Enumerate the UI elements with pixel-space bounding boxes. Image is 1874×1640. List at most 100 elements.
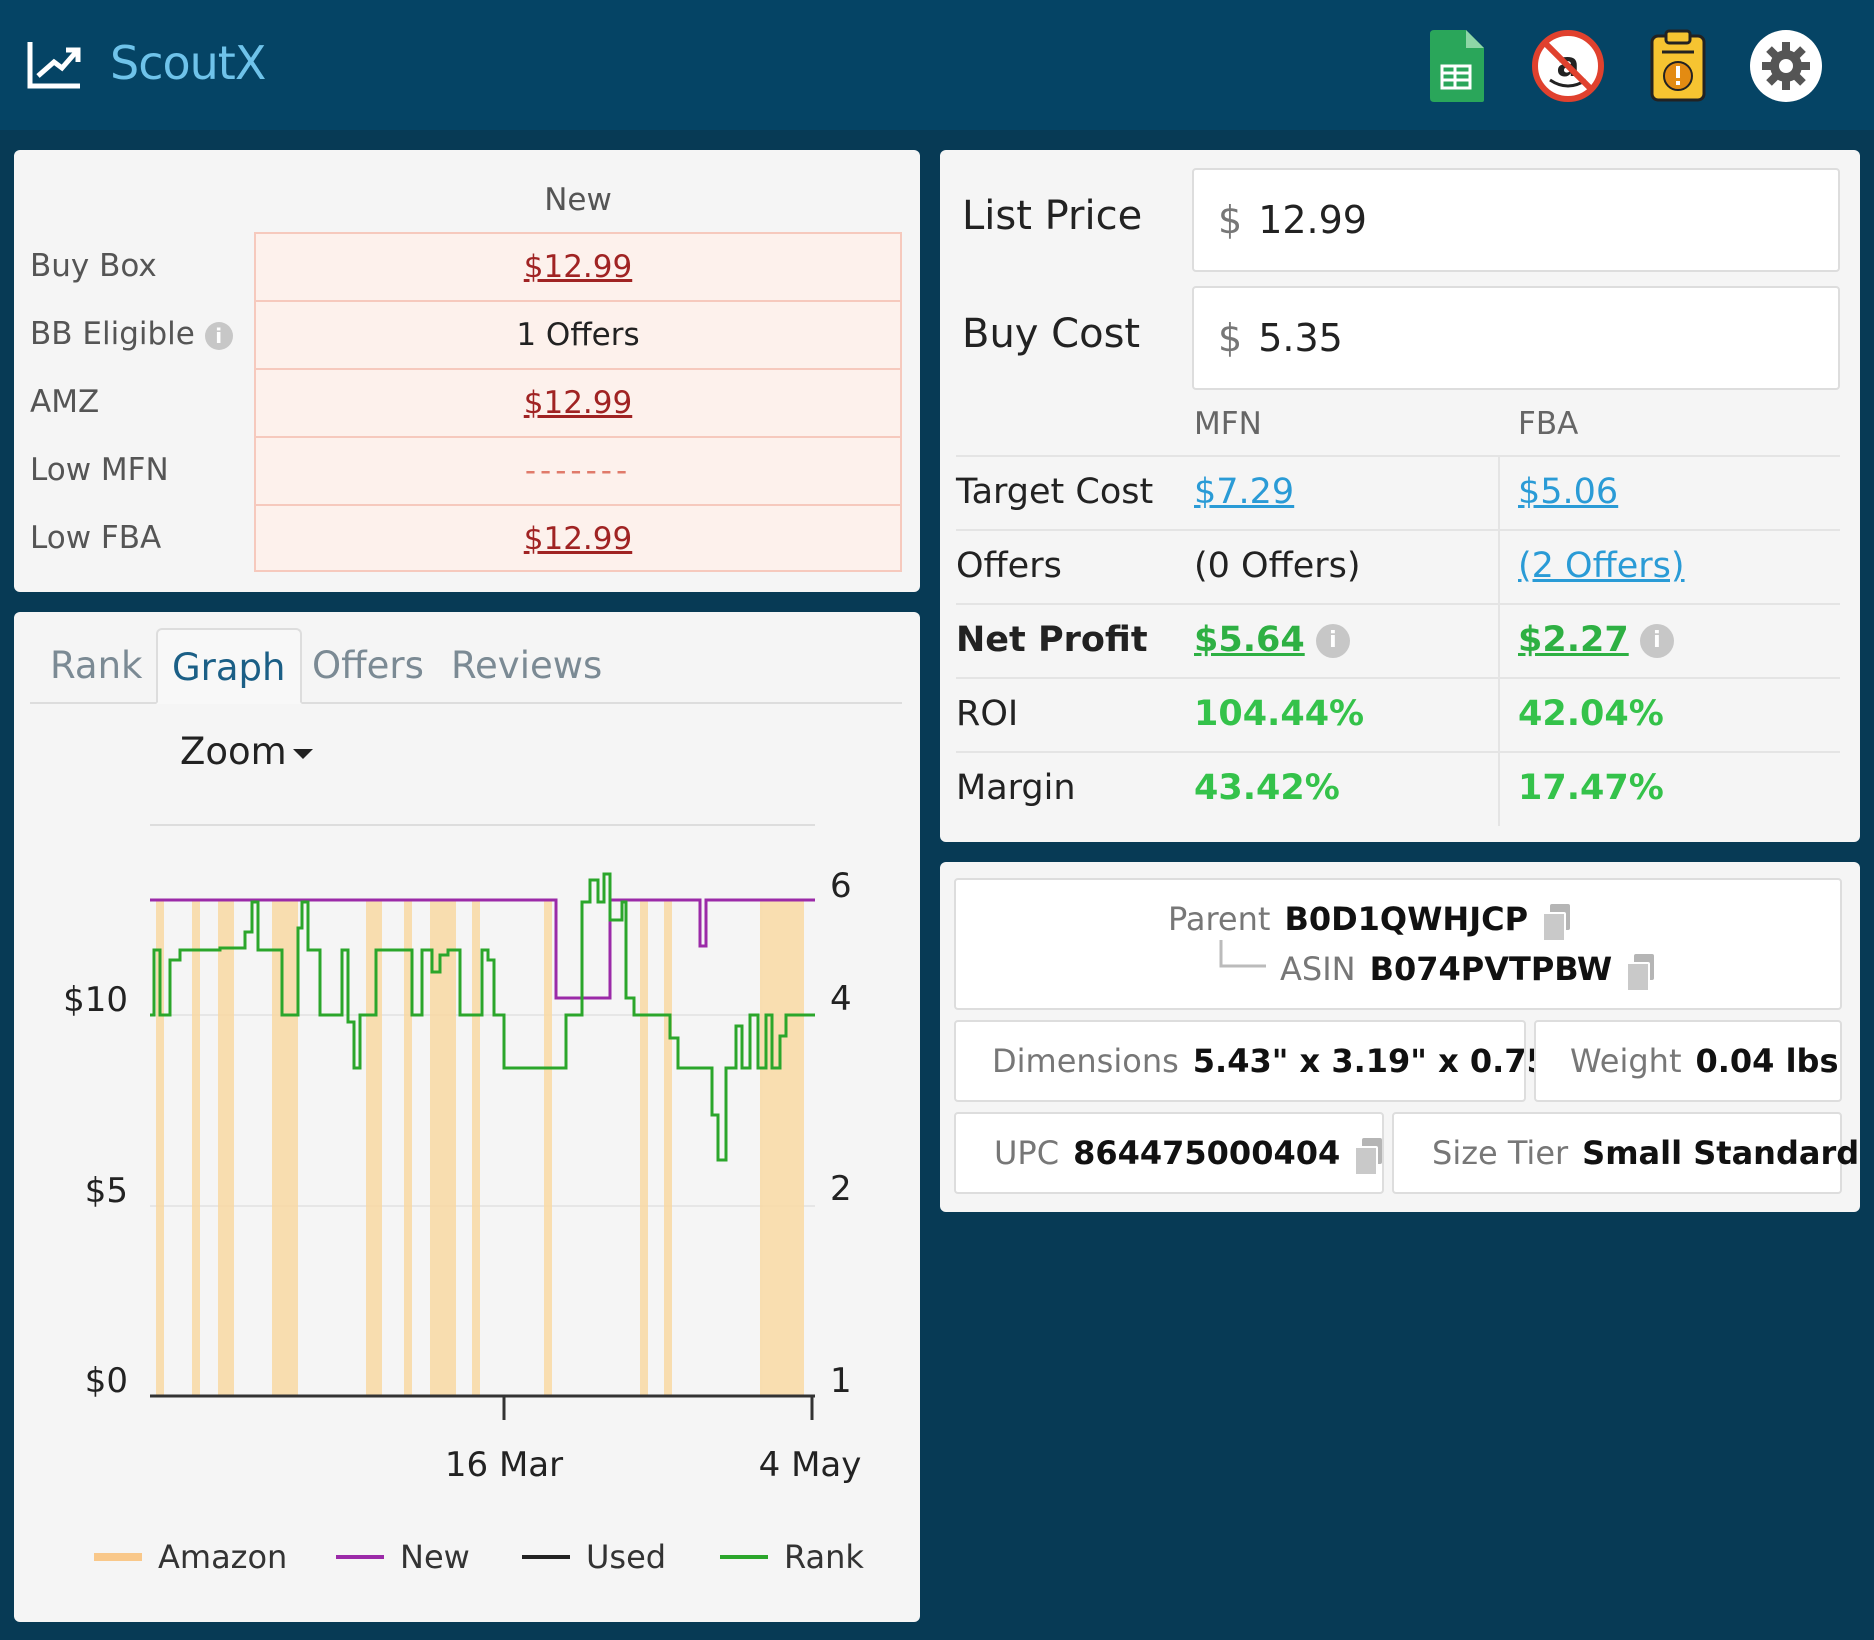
amazon-blocked-icon[interactable]: a — [1530, 28, 1606, 104]
y-right-tick-2: 2 — [830, 1169, 852, 1209]
info-icon[interactable]: i — [204, 321, 233, 350]
x-tick-4-may: 4 May — [759, 1445, 862, 1485]
net-profit-fba-link[interactable]: $2.27 — [1518, 620, 1629, 660]
offers-mfn-value: (0 Offers) — [1194, 546, 1361, 586]
caret-down-icon — [292, 748, 313, 759]
copy-icon[interactable] — [1542, 904, 1572, 942]
margin-label: Margin — [956, 768, 1076, 808]
asin-row: ASIN B074PVTPBW — [1280, 950, 1656, 992]
legend-new[interactable]: New — [336, 1538, 470, 1576]
net-profit-fba: $2.27 i — [1518, 620, 1674, 660]
info-icon[interactable]: i — [1639, 624, 1674, 658]
low-mfn-label: Low MFN — [30, 452, 169, 488]
row-divider — [956, 603, 1840, 605]
tab-offers[interactable]: Offers — [312, 644, 424, 687]
asin-box: Parent B0D1QWHJCP ASIN B074PVTPBW — [954, 878, 1842, 1010]
legend-swatch-rank — [720, 1555, 768, 1559]
row-divider — [956, 751, 1840, 753]
offers-fba-link[interactable]: (2 Offers) — [1518, 546, 1685, 586]
buy-box-price-link[interactable]: $12.99 — [523, 249, 633, 285]
size-tier-box: Size Tier Small Standard — [1392, 1112, 1859, 1194]
legend-rank[interactable]: Rank — [720, 1538, 864, 1576]
tab-reviews[interactable]: Reviews — [451, 644, 603, 687]
legend-swatch-new — [336, 1555, 384, 1559]
y-right-tick-4: 4 — [830, 979, 852, 1019]
net-profit-mfn: $5.64 i — [1194, 620, 1350, 660]
offers-label: Offers — [956, 546, 1062, 586]
low-fba-cell: $12.99 — [254, 504, 902, 572]
buy-cost-input[interactable]: $5.35 — [1192, 286, 1840, 390]
bb-eligible-cell: 1 Offers — [254, 300, 902, 368]
chart-logo-icon — [27, 42, 81, 89]
amz-cell: $12.99 — [254, 368, 902, 436]
row-divider — [956, 677, 1840, 679]
tabs-divider — [30, 702, 902, 704]
upc-box: UPC 864475000404 — [954, 1112, 1384, 1194]
weight-value: 0.04 lbs — [1695, 1042, 1839, 1080]
price-column-header: New — [544, 182, 612, 218]
x-tick-16-mar: 16 Mar — [445, 1445, 563, 1485]
tab-graph[interactable]: Graph — [156, 628, 302, 704]
parent-asin: B0D1QWHJCP — [1284, 900, 1529, 938]
buy-box-cell: $12.99 — [254, 232, 902, 300]
target-cost-fba-link[interactable]: $5.06 — [1518, 472, 1619, 512]
margin-fba-value: 17.47% — [1518, 768, 1664, 808]
net-profit-label: Net Profit — [956, 620, 1148, 660]
target-cost-mfn-link[interactable]: $7.29 — [1194, 472, 1295, 512]
mfn-column-header: MFN — [1194, 406, 1262, 442]
parent-row: Parent B0D1QWHJCP — [1168, 900, 1572, 942]
amazon-in-stock-bands — [156, 900, 804, 1396]
spreadsheet-icon[interactable] — [1418, 28, 1494, 104]
info-icon[interactable]: i — [1315, 624, 1350, 658]
dimensions-value: 5.43" x 3.19" x 0.75" — [1192, 1042, 1566, 1080]
dimensions-box: Dimensions 5.43" x 3.19" x 0.75" — [954, 1020, 1565, 1102]
copy-icon[interactable] — [1626, 954, 1656, 992]
low-mfn-value: ------- — [524, 453, 632, 489]
rank-series-line — [150, 872, 815, 1162]
low-fba-label: Low FBA — [30, 520, 162, 556]
tab-rank[interactable]: Rank — [50, 644, 143, 687]
list-price-label: List Price — [962, 193, 1143, 239]
size-tier-value: Small Standard — [1582, 1134, 1860, 1172]
margin-mfn-value: 43.42% — [1194, 768, 1340, 808]
settings-gear-icon[interactable] — [1748, 28, 1824, 104]
legend-used[interactable]: Used — [522, 1538, 666, 1576]
bb-eligible-value: 1 Offers — [516, 317, 640, 353]
buy-box-label: Buy Box — [30, 248, 157, 284]
price-rank-chart: $10 $5 $0 6 4 2 1 16 Mar 4 May — [63, 824, 862, 1485]
column-divider — [1498, 456, 1500, 826]
tree-connector-icon — [1219, 940, 1266, 968]
weight-box: Weight 0.04 lbs — [1534, 1020, 1842, 1102]
y-right-tick-1: 1 — [830, 1361, 852, 1401]
asin-value: B074PVTPBW — [1369, 950, 1613, 988]
copy-icon[interactable] — [1354, 1138, 1384, 1176]
bb-eligible-label: BB Eligible i — [30, 316, 233, 352]
net-profit-mfn-link[interactable]: $5.64 — [1194, 620, 1305, 660]
amz-price-link[interactable]: $12.99 — [523, 385, 633, 421]
row-divider — [956, 455, 1840, 457]
fba-column-header: FBA — [1518, 406, 1579, 442]
upc-value: 864475000404 — [1073, 1134, 1341, 1172]
target-cost-label: Target Cost — [956, 472, 1154, 512]
amz-label: AMZ — [30, 384, 100, 420]
roi-mfn-value: 104.44% — [1194, 694, 1365, 734]
roi-label: ROI — [956, 694, 1019, 734]
app-title: ScoutX — [110, 36, 266, 90]
roi-fba-value: 42.04% — [1518, 694, 1664, 734]
list-price-input[interactable]: $12.99 — [1192, 168, 1840, 272]
legend-amazon[interactable]: Amazon — [94, 1538, 287, 1576]
buy-cost-label: Buy Cost — [962, 311, 1141, 357]
legend-swatch-used — [522, 1555, 570, 1559]
row-divider — [956, 529, 1840, 531]
new-series-line — [150, 898, 815, 1000]
top-bar: ScoutX a — [0, 0, 1874, 130]
low-mfn-cell: ------- — [254, 436, 902, 504]
y-left-tick-0: $0 — [85, 1361, 128, 1401]
legend-swatch-amazon — [94, 1553, 142, 1561]
y-right-tick-6: 6 — [830, 866, 852, 906]
report-warning-icon[interactable] — [1640, 28, 1716, 104]
y-left-tick-5: $5 — [85, 1171, 128, 1211]
low-fba-price-link[interactable]: $12.99 — [523, 521, 633, 557]
zoom-dropdown[interactable]: Zoom — [180, 730, 313, 773]
y-left-tick-10: $10 — [63, 980, 128, 1020]
